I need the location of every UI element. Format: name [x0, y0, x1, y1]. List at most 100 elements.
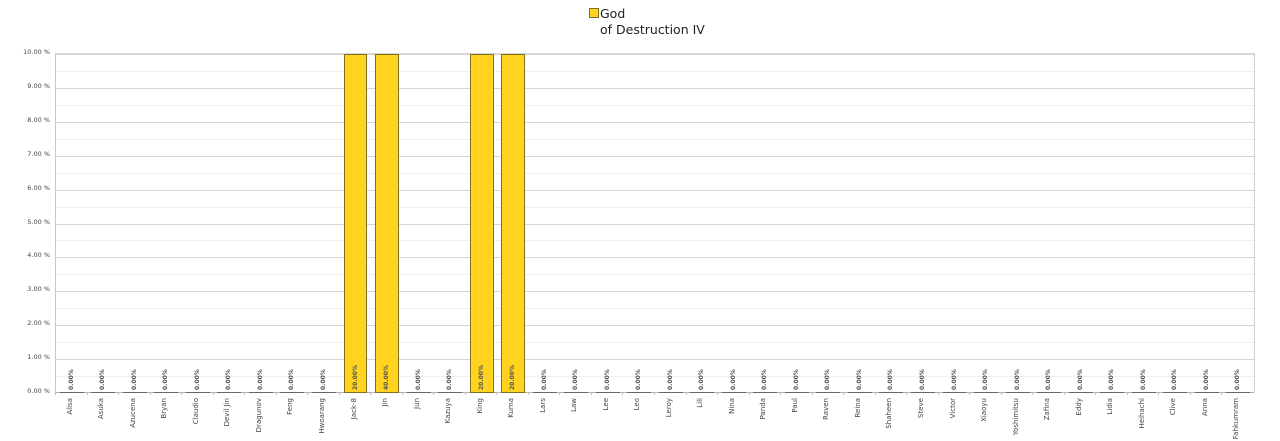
x-tick-mark — [401, 392, 403, 395]
x-tick-label: Steve — [916, 398, 925, 418]
x-tick-label: Dragunov — [254, 398, 263, 433]
y-tick-label: 5.00 % — [27, 217, 50, 226]
bar — [154, 392, 179, 393]
x-tick-label: Devil Jin — [223, 398, 232, 427]
x-tick-label: Clive — [1169, 398, 1178, 416]
value-label: 0.00% — [1234, 369, 1242, 390]
x-tick-mark — [622, 392, 624, 395]
value-label: 0.00% — [414, 369, 422, 390]
x-tick-mark — [86, 392, 88, 395]
x-tick-label: Fahkumram — [1232, 398, 1241, 440]
x-tick-mark — [717, 392, 719, 395]
value-label: 0.00% — [918, 369, 926, 390]
bar — [564, 392, 589, 393]
minor-gridline — [56, 70, 1254, 72]
x-tick-mark — [527, 392, 529, 395]
gridline — [56, 223, 1254, 225]
minor-gridline — [56, 274, 1254, 276]
minor-gridline — [56, 206, 1254, 208]
gridline — [56, 155, 1254, 157]
gridline — [56, 325, 1254, 327]
value-label: 0.00% — [666, 369, 674, 390]
value-label: 0.00% — [792, 369, 800, 390]
x-tick-mark — [1189, 392, 1191, 395]
value-label: 0.00% — [1045, 369, 1053, 390]
x-tick-mark — [937, 392, 939, 395]
y-tick-label: 4.00 % — [27, 251, 50, 260]
x-tick-label: Leroy — [664, 398, 673, 418]
bar — [59, 392, 84, 393]
legend-swatch — [589, 8, 599, 18]
x-tick-label: Xiaoyu — [980, 398, 989, 422]
x-tick-mark — [685, 392, 687, 395]
x-tick-mark — [338, 392, 340, 395]
x-tick-mark — [559, 392, 561, 395]
minor-gridline — [56, 138, 1254, 140]
x-tick-label: Heihachi — [1137, 398, 1146, 429]
bar — [311, 392, 336, 393]
y-tick-label: 1.00 % — [27, 353, 50, 362]
bar — [1226, 392, 1251, 393]
bar — [1131, 392, 1156, 393]
bar — [658, 392, 683, 393]
x-tick-mark — [307, 392, 309, 395]
x-tick-label: Victor — [948, 398, 957, 419]
value-label: 0.00% — [256, 369, 264, 390]
bar — [1194, 392, 1219, 393]
value-label: 20.00% — [351, 365, 359, 390]
bar — [185, 392, 210, 393]
gridline — [56, 87, 1254, 89]
x-tick-label: Panda — [759, 398, 768, 420]
gridline — [56, 257, 1254, 259]
value-label: 20.00% — [477, 365, 485, 390]
gridline — [56, 54, 1254, 55]
bar — [910, 392, 935, 393]
x-tick-mark — [874, 392, 876, 395]
gridline — [56, 291, 1254, 293]
x-tick-mark — [244, 392, 246, 395]
bar — [879, 392, 904, 393]
value-label: 0.00% — [446, 369, 454, 390]
gridline — [56, 121, 1254, 123]
value-label: 0.00% — [824, 369, 832, 390]
value-label: 0.00% — [1076, 369, 1084, 390]
bar — [627, 392, 652, 393]
x-tick-mark — [464, 392, 466, 395]
x-tick-mark — [55, 392, 56, 395]
minor-gridline — [56, 376, 1254, 378]
x-tick-mark — [181, 392, 183, 395]
y-tick-label: 0.00 % — [27, 387, 50, 395]
value-label: 20.00% — [509, 365, 517, 390]
x-tick-mark — [1032, 392, 1034, 395]
x-tick-label: Lili — [696, 398, 705, 408]
x-tick-label: Feng — [286, 398, 295, 415]
x-tick-label: Zafina — [1043, 398, 1052, 421]
value-label: 0.00% — [982, 369, 990, 390]
bar — [217, 392, 242, 393]
x-tick-label: Claudio — [191, 398, 200, 425]
value-label: 0.00% — [603, 369, 611, 390]
value-label: 0.00% — [1013, 369, 1021, 390]
x-tick-mark — [1000, 392, 1002, 395]
x-tick-label: Asuka — [97, 398, 106, 420]
x-tick-label: Azucena — [128, 398, 137, 428]
bar — [753, 392, 778, 393]
value-label: 40.00% — [383, 365, 391, 390]
bar — [501, 54, 526, 393]
x-tick-mark — [590, 392, 592, 395]
value-label: 0.00% — [1171, 369, 1179, 390]
x-tick-mark — [843, 392, 845, 395]
x-tick-mark — [275, 392, 277, 395]
y-tick-label: 9.00 % — [27, 81, 50, 90]
y-tick-label: 10.00 % — [23, 48, 50, 56]
x-tick-label: Lars — [538, 398, 547, 413]
x-tick-mark — [212, 392, 214, 395]
x-tick-mark — [969, 392, 971, 395]
value-label: 0.00% — [162, 369, 170, 390]
y-tick-label: 8.00 % — [27, 115, 50, 124]
value-label: 0.00% — [193, 369, 201, 390]
bar — [280, 392, 305, 393]
chart-legend: God of Destruction IV — [589, 6, 705, 38]
x-tick-mark — [149, 392, 151, 395]
value-label: 0.00% — [572, 369, 580, 390]
